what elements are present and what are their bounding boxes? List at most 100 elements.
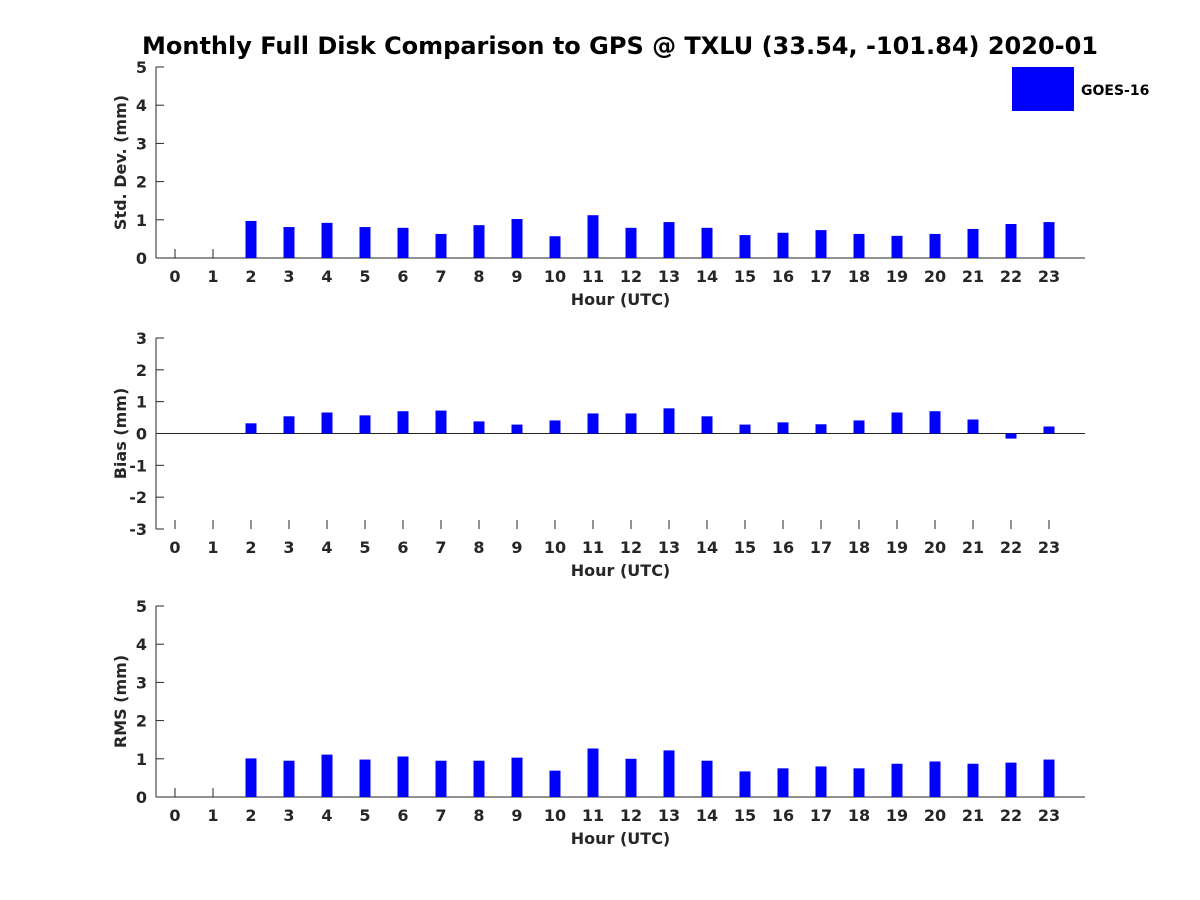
x-tick-label: 23 (1038, 538, 1060, 557)
y-tick-label: 3 (136, 673, 147, 692)
chart-title: Monthly Full Disk Comparison to GPS @ TX… (142, 32, 1098, 60)
bar-hour-18 (853, 233, 865, 258)
x-tick-label: 18 (848, 538, 870, 557)
x-tick-label: 15 (734, 806, 756, 825)
x-tick-label: 19 (886, 806, 908, 825)
x-tick-label: 11 (582, 538, 604, 557)
x-axis-label: Hour (UTC) (571, 290, 671, 309)
x-tick-label: 11 (582, 267, 604, 286)
x-tick-label: 12 (620, 267, 642, 286)
bar-hour-22 (1005, 224, 1017, 258)
y-tick-label: 0 (136, 425, 147, 444)
bar-hour-11 (587, 413, 599, 434)
x-tick-label: 13 (658, 806, 680, 825)
y-tick-label: 1 (136, 211, 147, 230)
bar-hour-21 (967, 763, 979, 797)
x-tick-label: 15 (734, 267, 756, 286)
bar-hour-5 (359, 227, 371, 258)
y-tick-label: 1 (136, 393, 147, 412)
x-tick-label: 10 (544, 538, 566, 557)
x-tick-label: 10 (544, 806, 566, 825)
bar-hour-13 (663, 408, 675, 434)
bar-hour-23 (1043, 222, 1055, 258)
x-tick-label: 4 (321, 538, 332, 557)
bar-hour-21 (967, 419, 979, 434)
x-tick-label: 9 (511, 267, 522, 286)
y-tick-label: 0 (136, 249, 147, 268)
x-tick-label: 6 (397, 806, 408, 825)
x-tick-label: 16 (772, 806, 794, 825)
legend-swatch (1012, 67, 1074, 111)
y-tick-label: 3 (136, 134, 147, 153)
x-tick-label: 8 (473, 538, 484, 557)
x-tick-label: 21 (962, 538, 984, 557)
bar-hour-23 (1043, 426, 1055, 434)
bar-hour-12 (625, 227, 637, 258)
bar-hour-15 (739, 771, 751, 797)
bar-hour-5 (359, 759, 371, 797)
bar-hour-10 (549, 420, 561, 434)
y-tick-label: 5 (136, 597, 147, 616)
bar-hour-7 (435, 410, 447, 434)
x-tick-label: 8 (473, 806, 484, 825)
bar-hour-8 (473, 760, 485, 797)
x-tick-label: 2 (245, 538, 256, 557)
bar-hour-22 (1005, 762, 1017, 797)
bar-hour-16 (777, 232, 789, 258)
x-tick-label: 3 (283, 806, 294, 825)
x-tick-label: 17 (810, 806, 832, 825)
y-tick-label: 5 (136, 58, 147, 77)
bar-hour-15 (739, 235, 751, 258)
x-tick-label: 1 (207, 267, 218, 286)
y-tick-label: -1 (129, 456, 147, 475)
y-axis-label: RMS (mm) (111, 655, 130, 748)
x-tick-label: 4 (321, 806, 332, 825)
x-tick-label: 12 (620, 806, 642, 825)
x-tick-label: 9 (511, 538, 522, 557)
x-tick-label: 22 (1000, 538, 1022, 557)
y-axis-label: Bias (mm) (111, 388, 130, 480)
y-tick-label: 2 (136, 361, 147, 380)
x-tick-label: 14 (696, 538, 718, 557)
x-tick-label: 14 (696, 267, 718, 286)
bar-hour-14 (701, 416, 713, 434)
bar-hour-15 (739, 424, 751, 434)
x-tick-label: 22 (1000, 267, 1022, 286)
x-tick-label: 21 (962, 267, 984, 286)
y-tick-label: 4 (136, 635, 147, 654)
bar-hour-13 (663, 222, 675, 258)
bar-hour-9 (511, 757, 523, 797)
y-tick-label: 0 (136, 788, 147, 807)
x-tick-label: 0 (169, 806, 180, 825)
bar-hour-8 (473, 225, 485, 258)
x-tick-label: 12 (620, 538, 642, 557)
x-tick-label: 15 (734, 538, 756, 557)
bar-hour-13 (663, 750, 675, 797)
bar-hour-6 (397, 756, 409, 797)
x-tick-label: 1 (207, 806, 218, 825)
bar-hour-19 (891, 412, 903, 434)
x-tick-label: 20 (924, 806, 946, 825)
bar-hour-16 (777, 422, 789, 434)
bar-hour-2 (245, 220, 257, 258)
x-tick-label: 3 (283, 538, 294, 557)
x-tick-label: 13 (658, 267, 680, 286)
bar-hour-20 (929, 761, 941, 797)
y-tick-label: 2 (136, 712, 147, 731)
x-tick-label: 13 (658, 538, 680, 557)
bar-hour-18 (853, 768, 865, 797)
x-tick-label: 20 (924, 538, 946, 557)
bar-hour-3 (283, 227, 295, 258)
x-axis-label: Hour (UTC) (571, 829, 671, 848)
x-tick-label: 2 (245, 267, 256, 286)
bar-hour-19 (891, 235, 903, 258)
x-tick-label: 6 (397, 267, 408, 286)
y-tick-label: -3 (129, 520, 147, 539)
y-tick-label: 2 (136, 173, 147, 192)
bar-hour-3 (283, 760, 295, 797)
bar-hour-21 (967, 228, 979, 258)
x-tick-label: 16 (772, 267, 794, 286)
x-tick-label: 2 (245, 806, 256, 825)
